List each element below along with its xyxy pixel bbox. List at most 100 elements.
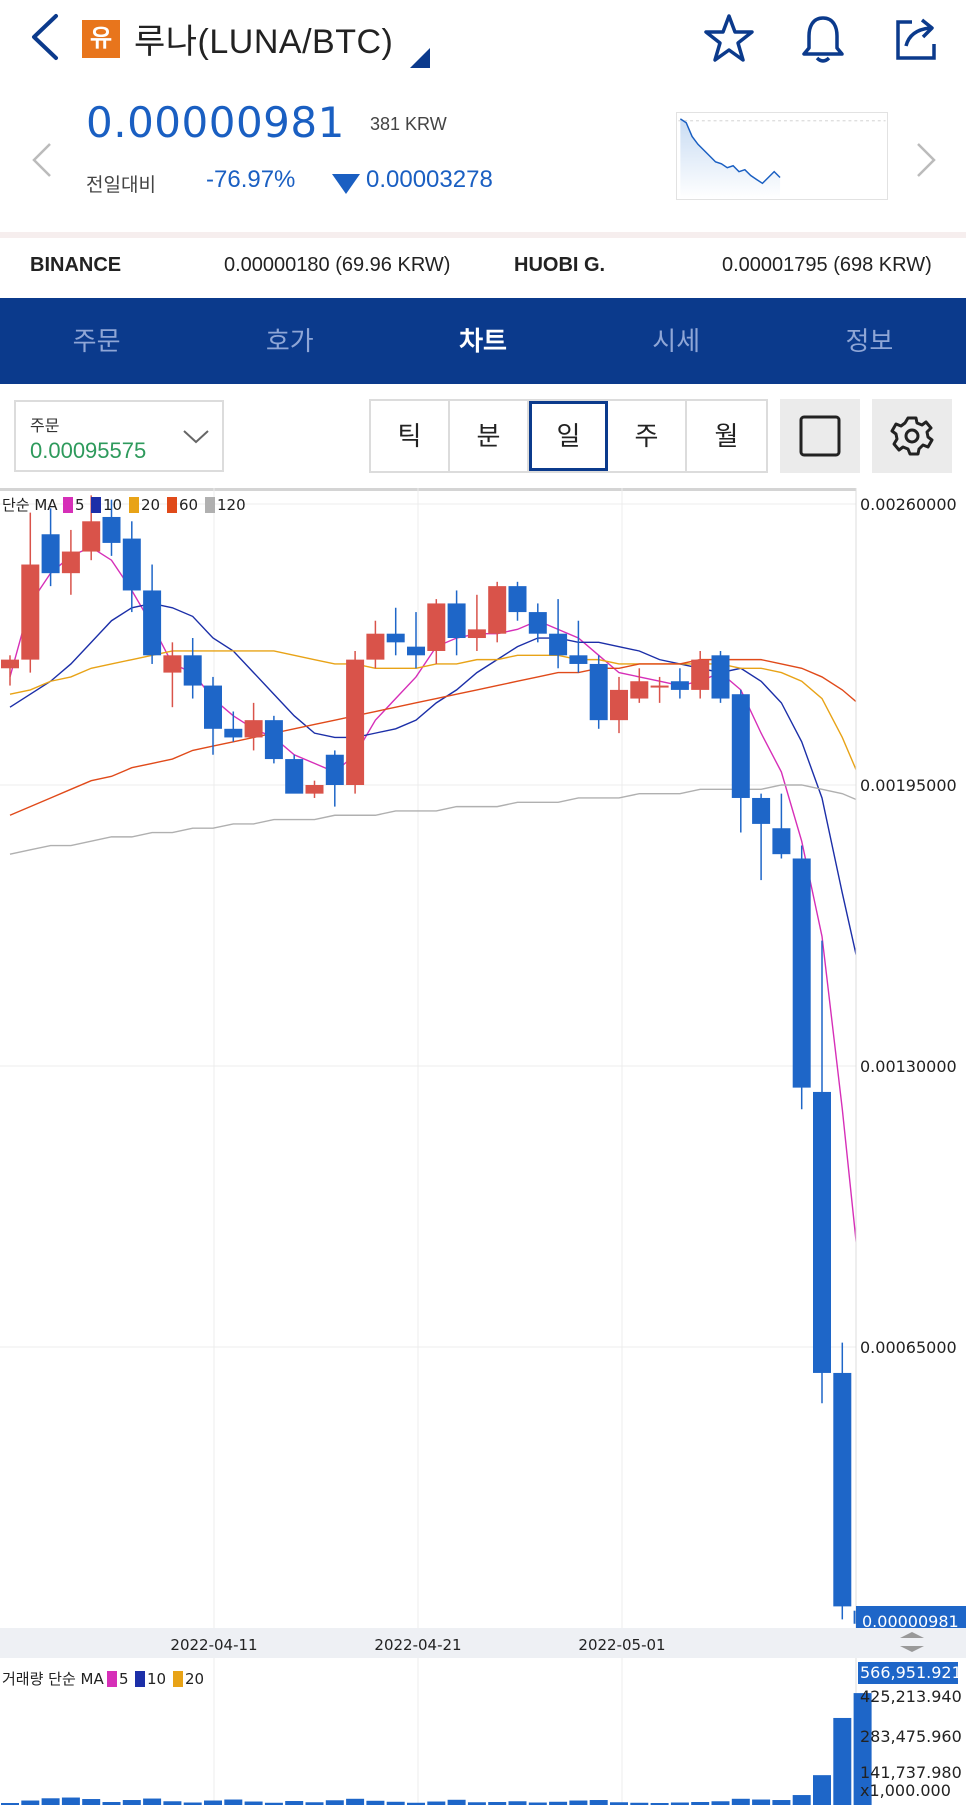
volume-bar [833, 1717, 852, 1805]
candle [467, 629, 486, 639]
date-axis: 2022-04-11 2022-04-21 2022-05-01 [0, 1628, 966, 1658]
candle [61, 551, 80, 574]
volume-bar [305, 1802, 324, 1805]
fullscreen-button[interactable] [780, 399, 860, 473]
legend-label: 120 [217, 496, 246, 514]
volume-bar [853, 1693, 872, 1805]
candle [670, 681, 689, 690]
legend-swatch [63, 497, 73, 513]
candle [792, 858, 811, 1088]
candle [204, 685, 222, 729]
candle [630, 681, 649, 699]
candle [427, 603, 446, 651]
square-icon [799, 415, 841, 457]
next-coin-icon[interactable] [914, 140, 938, 180]
volume-bar [244, 1801, 263, 1805]
legend-title: 단순 MA [2, 496, 58, 514]
legend-label: 20 [141, 496, 160, 514]
volume-tick-label: x1,000.000 [860, 1781, 951, 1800]
volume-bar [610, 1802, 628, 1805]
legend-label: 60 [179, 496, 198, 514]
order-label: 주문 [30, 418, 60, 435]
candle [325, 754, 344, 785]
exchange-name: BINANCE [30, 254, 122, 276]
volume-bar [264, 1802, 283, 1805]
price-axis: 0.00260000 0.00195000 0.00130000 0.00065000… [855, 488, 966, 1634]
candle [488, 586, 507, 634]
star-icon[interactable] [702, 12, 756, 66]
candle [833, 1372, 852, 1607]
candle [285, 759, 304, 794]
bell-icon[interactable] [796, 12, 850, 66]
candle [346, 659, 365, 785]
legend-label: 5 [119, 1670, 129, 1688]
period-week[interactable]: 주 [608, 401, 687, 471]
back-icon[interactable] [26, 12, 66, 62]
volume-bar [366, 1800, 385, 1805]
candle [650, 685, 669, 688]
volume-bar [285, 1801, 304, 1805]
volume-bar [61, 1797, 80, 1805]
y-tick-label: 0.00130000 [860, 1057, 957, 1076]
exchange-name: HUOBI G. [514, 254, 606, 276]
volume-bar [528, 1802, 547, 1805]
order-selector[interactable]: 주문 0.00095575 [14, 400, 224, 472]
volume-bar [102, 1802, 121, 1805]
prev-coin-icon[interactable] [30, 140, 54, 180]
candle [772, 828, 791, 855]
volume-bar [772, 1800, 791, 1805]
y-tick-label: 0.00260000 [860, 495, 957, 514]
volume-tick-label: 283,475.960 [860, 1727, 962, 1746]
x-axis-bg [0, 1628, 966, 1658]
page-title[interactable]: 루나(LUNA/BTC) [134, 23, 394, 61]
tab-chart[interactable]: 차트 [459, 326, 507, 356]
candle [183, 655, 202, 686]
legend-label: 20 [185, 1670, 204, 1688]
y-tick-label: 0.00195000 [860, 776, 957, 795]
volume-bar [569, 1800, 588, 1805]
share-icon[interactable] [890, 12, 944, 66]
candle [102, 516, 121, 543]
volume-bar [467, 1802, 486, 1805]
volume-bar [163, 1801, 182, 1805]
mini-price-chart[interactable] [676, 112, 888, 200]
tab-quotes[interactable]: 시세 [652, 326, 701, 356]
candle [386, 633, 405, 643]
tab-orderbook[interactable]: 호가 [265, 326, 314, 356]
volume-bar [508, 1801, 527, 1805]
x-tick-label: 2022-04-21 [374, 1636, 461, 1654]
chart-settings-button[interactable] [872, 399, 952, 473]
period-day[interactable]: 일 [529, 401, 608, 471]
legend-swatch [91, 497, 101, 513]
title-dropdown-icon[interactable] [410, 48, 430, 68]
candle [163, 655, 182, 673]
candle [447, 603, 466, 639]
volume-tick-label: 141,737.980 [860, 1763, 962, 1782]
axis-bg [856, 488, 966, 1628]
candles [1, 495, 872, 1624]
candle [752, 797, 771, 824]
price-chart[interactable]: 0.00260000 0.00195000 0.00130000 0.00065000… [0, 488, 966, 1805]
candle [21, 564, 40, 660]
candle [691, 659, 710, 690]
warning-badge: 유 [82, 20, 120, 58]
tab-info[interactable]: 정보 [845, 326, 894, 356]
candle [366, 633, 385, 660]
candle [41, 534, 60, 574]
exchange-price: 0.00000180 (69.96 KRW) [224, 254, 451, 276]
tab-order[interactable]: 주문 [72, 326, 121, 356]
candle [549, 633, 568, 656]
volume-bar [41, 1798, 60, 1805]
volume-bar [325, 1800, 344, 1805]
period-month[interactable]: 월 [687, 401, 766, 471]
candle [244, 720, 263, 738]
period-tick[interactable]: 틱 [371, 401, 450, 471]
period-minute[interactable]: 분 [450, 401, 529, 471]
candle [813, 1091, 831, 1373]
legend-title: 거래량 단순 MA [2, 1670, 104, 1688]
gear-icon [890, 416, 934, 456]
volume-bar [82, 1799, 101, 1805]
candle [122, 538, 141, 591]
chevron-down-icon [183, 430, 209, 444]
exchange-price: 0.00001795 (698 KRW) [722, 254, 932, 276]
